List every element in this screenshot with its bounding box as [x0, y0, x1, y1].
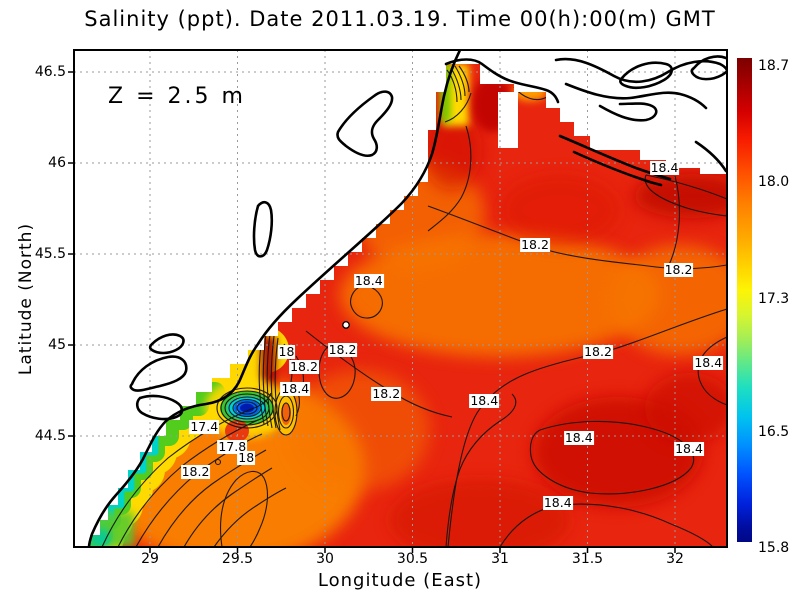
sea-region [90, 64, 727, 547]
contour-label: 18.4 [353, 273, 384, 289]
liman-outline [252, 200, 274, 258]
land-notch [498, 92, 518, 148]
contour-label: 18 [237, 449, 256, 465]
y-tick-label: 44.5 [34, 428, 66, 444]
liman-outline [336, 90, 394, 158]
contour-label: 18.2 [583, 344, 613, 360]
contour-label: 18.2 [371, 386, 402, 402]
contour-label: 18.4 [649, 160, 680, 176]
colorbar-tick-label: 16.5 [758, 423, 790, 440]
coastline-main [87, 50, 462, 547]
contour-label: 18.4 [280, 380, 311, 396]
contour-label: 18.2 [520, 236, 550, 252]
contour-label: 18.2 [180, 464, 211, 480]
axis-frame [73, 49, 728, 548]
x-tick-label: 32 [666, 551, 684, 567]
salinity-patches [95, 110, 727, 547]
x-tick-label: 31.5 [571, 551, 604, 567]
y-tick-label: 45 [48, 337, 66, 353]
colorbar-tick-label: 15.8 [758, 540, 790, 556]
plot-title: Salinity (ppt). Date 2011.03.19. Time 00… [84, 7, 716, 31]
delta-lake-outline [129, 355, 188, 392]
x-tick-label: 29 [141, 551, 159, 567]
y-tick-label: 45.5 [34, 246, 66, 262]
x-tick-label: 30 [316, 551, 334, 567]
y-tick-label: 46 [48, 155, 66, 171]
x-tick-label: 30.5 [396, 551, 429, 567]
lagoon-outline [619, 61, 674, 90]
estuary-shore-line [564, 82, 708, 110]
station-marker [342, 321, 350, 329]
coastline [87, 50, 727, 547]
contour-label: 18.4 [563, 429, 594, 445]
north-shore-line [554, 57, 727, 84]
coastline-bay-shore [444, 58, 560, 104]
depth-annotation: Z = 2.5 m [108, 84, 246, 109]
spit-line [572, 150, 663, 187]
estuary-shore-line [598, 102, 658, 122]
contour-label: 17.8 [217, 438, 248, 454]
x-tick-label: 29.5 [221, 551, 254, 567]
colorbar-tick-label: 18.7 [758, 58, 790, 74]
contour-label: 18.2 [289, 358, 319, 374]
spit-line [694, 140, 727, 173]
plot-area [74, 50, 727, 547]
contour-label: 18.2 [327, 342, 358, 358]
contour-label: 18.2 [663, 262, 694, 278]
y-tick-label: 46.5 [34, 64, 66, 80]
colorbar [737, 58, 752, 542]
delta-lake-outline [148, 333, 185, 355]
colorbar-tick-label: 17.3 [758, 290, 790, 307]
spit-line [558, 134, 672, 181]
contour-label: 18 [277, 344, 296, 360]
contour-label: 18.4 [674, 440, 704, 456]
xaxis-label: Longitude (East) [317, 570, 483, 591]
delta-lake-outline [135, 394, 184, 421]
contour-label: 18.4 [469, 393, 500, 409]
lagoon-outline [690, 55, 727, 81]
contour-label: 17.4 [189, 418, 220, 434]
contour-label: 18.4 [542, 495, 573, 511]
contour-label: 18.4 [693, 355, 724, 371]
x-tick-label: 31 [491, 551, 509, 567]
colorbar-tick-label: 18.0 [758, 174, 790, 191]
